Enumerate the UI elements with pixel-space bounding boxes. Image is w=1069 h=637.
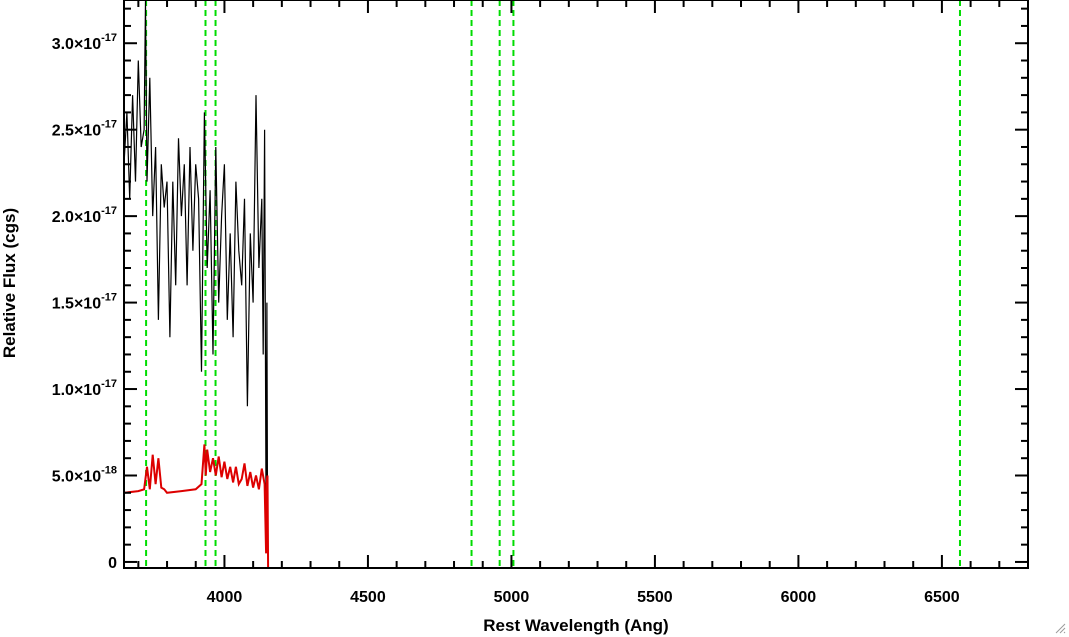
x-tick-label: 6000	[781, 589, 817, 606]
y-tick-label: 1.5×10-17	[52, 292, 117, 313]
x-tick-label: 5000	[494, 589, 530, 606]
plot-frame	[123, 0, 1029, 569]
y-tick-labels: 0 5.0×10-18 1.0×10-17 1.5×10-17 2.0×10-17 2.5…	[52, 32, 117, 572]
y-tick-label: 0	[108, 555, 117, 572]
x-axis-title: Rest Wavelength (Ang)	[483, 616, 668, 635]
series-line-0	[124, 0, 269, 528]
y-tick-label: 1.0×10-17	[52, 378, 117, 399]
series-line-1	[124, 444, 782, 568]
x-tick-label: 5500	[637, 589, 673, 606]
x-tick-label: 4000	[207, 589, 243, 606]
emission-line-markers	[145, 0, 961, 568]
y-tick-label: 3.0×10-17	[52, 32, 117, 53]
y-axis-title: Relative Flux (cgs)	[0, 208, 19, 358]
y-tick-label: 5.0×10-18	[52, 464, 117, 485]
y-tick-label: 2.0×10-17	[52, 205, 117, 226]
axis-ticks	[124, 0, 1029, 568]
resize-grip-icon[interactable]	[1054, 622, 1066, 634]
y-tick-label: 2.5×10-17	[52, 119, 117, 140]
x-tick-label: 4500	[350, 589, 386, 606]
x-tick-labels: 4000 4500 5000 5500 6000 6500	[207, 589, 960, 606]
x-tick-label: 6500	[924, 589, 960, 606]
spectrum-series	[124, 0, 782, 568]
